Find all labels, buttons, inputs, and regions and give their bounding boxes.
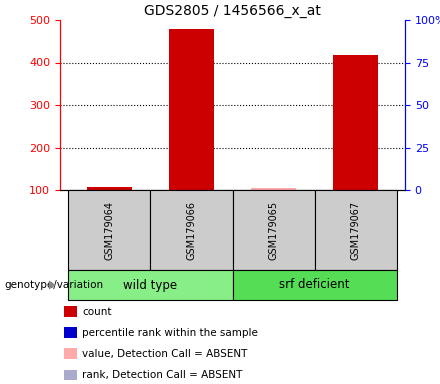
Bar: [169, 28, 214, 190]
Title: GDS2805 / 1456566_x_at: GDS2805 / 1456566_x_at: [144, 3, 321, 18]
Bar: [251, 188, 296, 190]
Text: rank, Detection Call = ABSENT: rank, Detection Call = ABSENT: [82, 370, 242, 380]
Text: GSM179066: GSM179066: [187, 200, 196, 260]
Text: count: count: [82, 306, 111, 316]
Text: value, Detection Call = ABSENT: value, Detection Call = ABSENT: [82, 349, 247, 359]
Bar: [333, 55, 378, 190]
Bar: [232, 270, 397, 300]
Bar: [87, 187, 132, 190]
Text: GSM179067: GSM179067: [351, 200, 361, 260]
Text: genotype/variation: genotype/variation: [4, 280, 103, 290]
Text: srf deficient: srf deficient: [279, 278, 350, 291]
Text: GSM179065: GSM179065: [268, 200, 279, 260]
Text: percentile rank within the sample: percentile rank within the sample: [82, 328, 258, 338]
Bar: [150, 190, 232, 270]
Text: GSM179064: GSM179064: [104, 200, 114, 260]
Bar: [232, 190, 315, 270]
Bar: [68, 270, 232, 300]
Text: wild type: wild type: [123, 278, 177, 291]
Bar: [68, 190, 150, 270]
Bar: [315, 190, 397, 270]
